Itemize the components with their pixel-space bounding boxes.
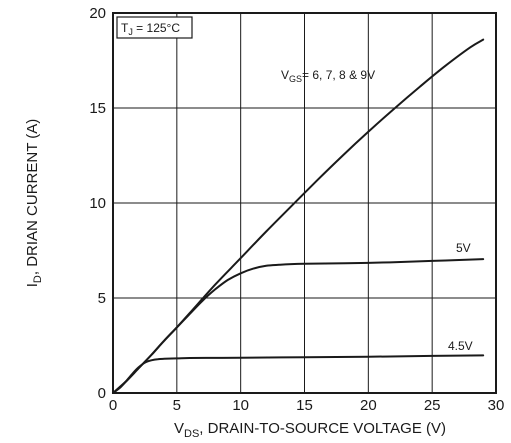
series-line-vgs-6-9v [112, 38, 485, 394]
plot-frame [112, 12, 497, 394]
series-label-4-5v: 4.5V [448, 339, 473, 353]
x-tick-label: 10 [232, 397, 249, 414]
y-tick-label: 15 [89, 100, 106, 117]
series-label-vgs: VGS= 6, 7, 8 & 9V [281, 68, 375, 84]
x-tick-label: 5 [173, 397, 181, 414]
y-tick-label: 10 [89, 195, 106, 212]
y-tick-labels: 0 5 10 15 20 [89, 5, 106, 402]
y-axis-label: ID, DRIAN CURRENT (A) [24, 119, 44, 288]
y-tick-label: 0 [98, 385, 106, 402]
series-lines [112, 38, 485, 394]
condition-text: TJ = 125°C [121, 21, 180, 37]
x-tick-label: 25 [424, 397, 441, 414]
x-tick-label: 20 [360, 397, 377, 414]
y-tick-label: 5 [98, 290, 106, 307]
x-tick-label: 15 [296, 397, 313, 414]
x-tick-label: 30 [488, 397, 505, 414]
x-tick-label: 0 [109, 397, 117, 414]
x-axis-label: VDS, DRAIN-TO-SOURCE VOLTAGE (V) [174, 420, 446, 440]
condition-box [116, 16, 193, 39]
x-tick-labels: 0 5 10 15 20 25 30 [109, 397, 505, 414]
series-label-5v: 5V [456, 241, 471, 255]
series-line-5v [112, 258, 485, 394]
series-line-4-5v [112, 354, 485, 394]
y-tick-label: 20 [89, 5, 106, 22]
